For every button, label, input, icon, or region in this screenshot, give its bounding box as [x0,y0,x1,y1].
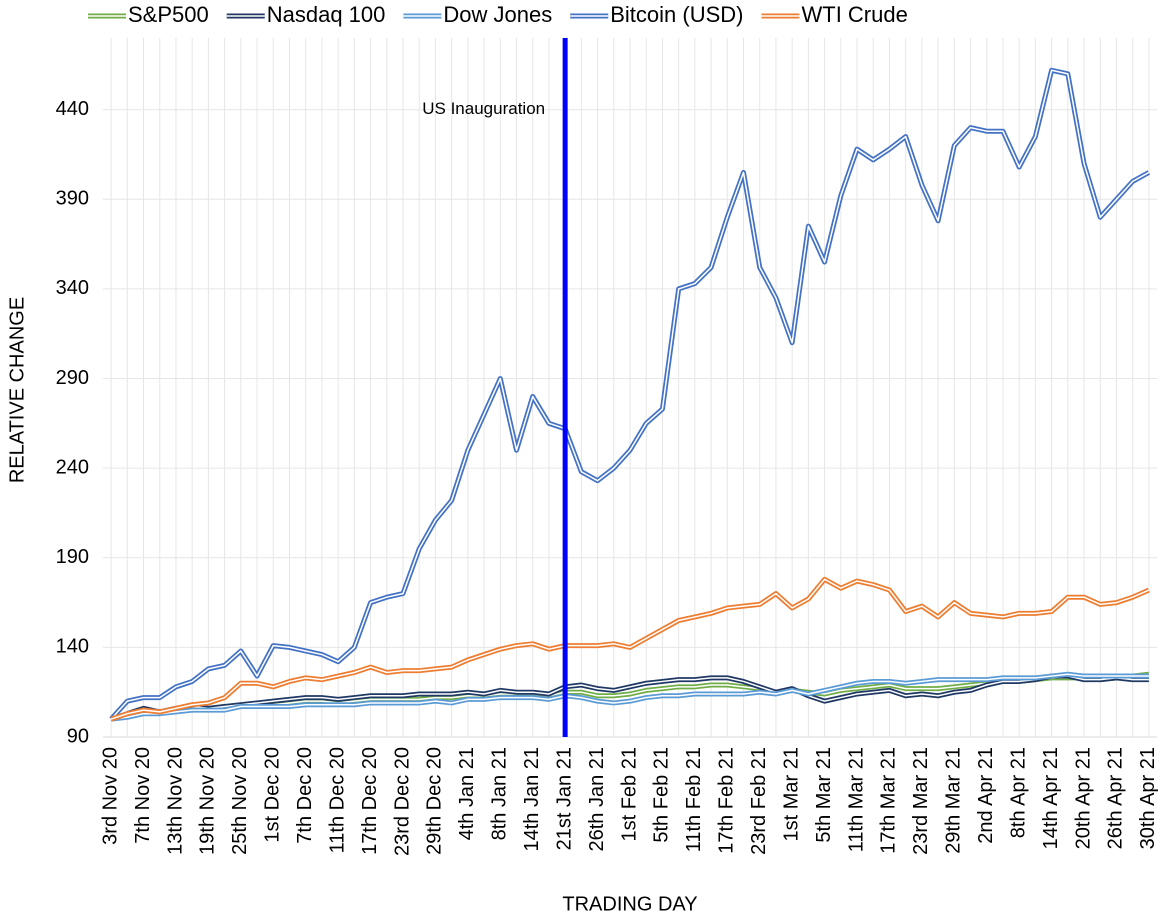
x-tick-label: 3rd Nov 20 [99,747,121,845]
x-tick-label: 13th Nov 20 [164,747,186,855]
x-tick-label: 29th Dec 20 [424,747,446,855]
legend-label: S&P500 [128,2,209,27]
legend-label: Nasdaq 100 [267,2,386,27]
series-line-highlight [110,578,1150,720]
legend-label: WTI Crude [801,2,907,27]
x-tick-label: 26th Apr 21 [1105,747,1127,849]
x-tick-label: 1st Mar 21 [780,747,802,841]
y-tick-label: 390 [56,188,89,210]
x-tick-label: 1st Feb 21 [618,747,640,842]
series-line-highlight [111,673,1149,720]
y-tick-label: 140 [56,636,89,658]
legend-label: Dow Jones [443,2,552,27]
series-line-highlight [110,675,1149,720]
x-tick-label: 7th Dec 20 [294,747,316,844]
x-tick-label: 8th Jan 21 [489,747,511,840]
x-tick-label: 26th Jan 21 [586,747,608,852]
x-tick-label: 5th Feb 21 [651,747,673,843]
x-tick-label: 2nd Apr 21 [975,747,997,844]
x-tick-label: 5th Mar 21 [813,747,835,843]
x-tick-label: 4th Jan 21 [456,747,478,840]
x-tick-label: 7th Nov 20 [132,747,154,844]
x-tick-label: 29th Mar 21 [943,747,965,854]
x-tick-label: 25th Nov 20 [229,747,251,855]
x-tick-label: 19th Nov 20 [197,747,219,855]
x-tick-label: 23rd Dec 20 [391,747,413,856]
y-tick-label: 440 [56,98,89,120]
legend-label: Bitcoin (USD) [610,2,743,27]
y-axis-title: RELATIVE CHANGE [6,297,28,483]
x-tick-label: 14th Apr 21 [1040,747,1062,849]
y-tick-label: 190 [56,546,89,568]
annotation-text: US Inauguration [422,99,545,118]
y-tick-label: 90 [67,725,89,747]
x-axis-title: TRADING DAY [562,893,697,915]
x-tick-label: 17th Feb 21 [716,747,738,854]
x-tick-label: 8th Apr 21 [1007,747,1029,838]
x-tick-label: 21st Jan 21 [553,747,575,850]
x-tick-label: 1st Dec 20 [262,747,284,843]
y-tick-label: 240 [56,456,89,478]
x-tick-label: 17th Mar 21 [878,747,900,854]
x-tick-label: 11th Mar 21 [845,747,867,852]
x-tick-label: 11th Feb 21 [683,747,705,852]
x-tick-label: 14th Jan 21 [521,747,543,852]
y-tick-label: 290 [56,367,89,389]
x-tick-label: 11th Dec 20 [326,747,348,853]
x-tick-label: 30th Apr 21 [1137,747,1159,849]
x-tick-label: 20th Apr 21 [1072,747,1094,849]
x-tick-label: 23rd Feb 21 [748,747,770,855]
series-line-highlight [110,673,1149,720]
x-tick-label: 17th Dec 20 [359,747,381,855]
y-tick-label: 340 [56,277,89,299]
x-tick-label: 23rd Mar 21 [910,747,932,855]
series-line-highlight [110,69,1150,720]
